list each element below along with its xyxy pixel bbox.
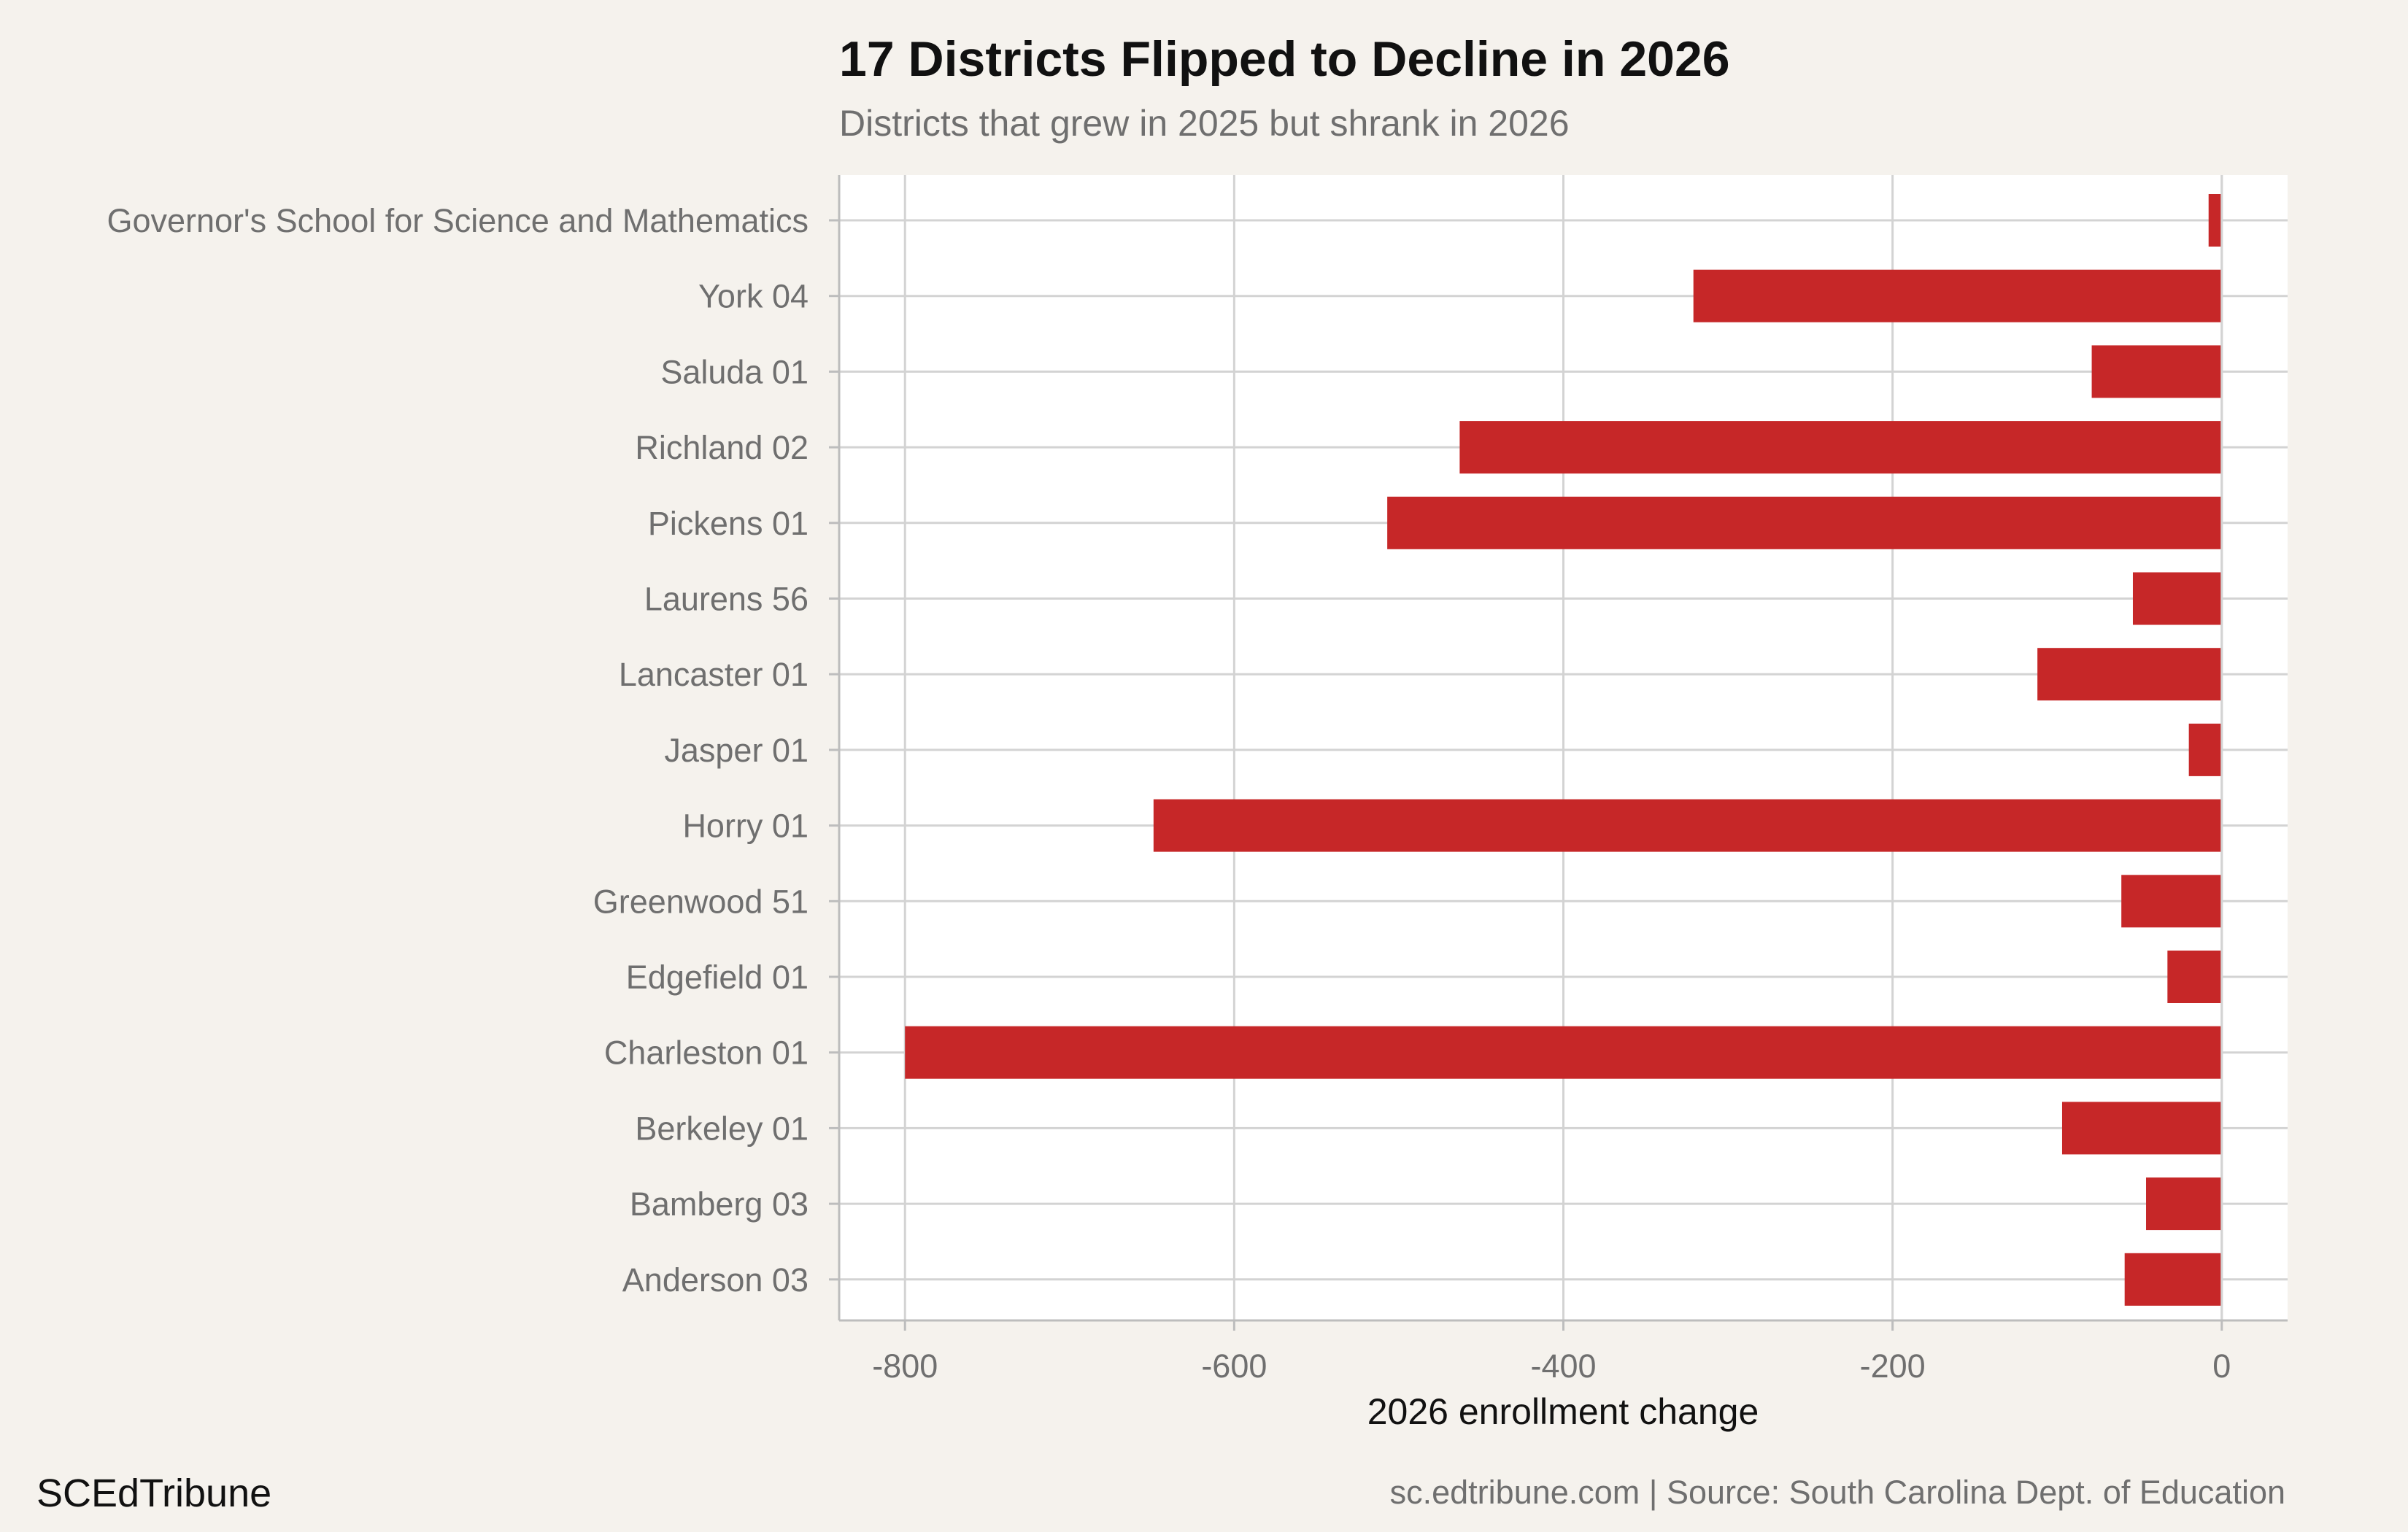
bar: [2061, 1102, 2222, 1155]
bar: [1387, 496, 2222, 549]
bar: [905, 1026, 2222, 1079]
bars: [905, 175, 2223, 1320]
category-label: Jasper 01: [664, 732, 809, 769]
x-tick-label: -800: [872, 1347, 938, 1385]
bar: [2124, 1253, 2222, 1306]
category-labels: Governor's School for Science and Mathem…: [107, 202, 809, 1299]
category-label: Pickens 01: [648, 505, 809, 542]
source-credit: sc.edtribune.com | Source: South Carolin…: [1389, 1474, 2285, 1511]
category-label: Governor's School for Science and Mathem…: [107, 202, 809, 239]
category-label: Berkeley 01: [635, 1110, 809, 1147]
category-label: Bamberg 03: [630, 1185, 809, 1223]
category-label: Saluda 01: [660, 353, 809, 390]
bar: [2037, 648, 2222, 701]
bar: [1153, 799, 2222, 852]
category-label: Lancaster 01: [619, 656, 809, 693]
x-tick-label: 0: [2212, 1347, 2231, 1385]
x-tick-labels: -800 -600 -400 -200 0: [872, 1347, 2231, 1385]
x-tick-label: -400: [1530, 1347, 1596, 1385]
bar: [2208, 194, 2222, 247]
bar: [2132, 572, 2222, 625]
bar: [2121, 875, 2222, 928]
chart-subtitle: Districts that grew in 2025 but shrank i…: [839, 103, 1570, 144]
category-label: Edgefield 01: [626, 959, 809, 996]
category-label: Laurens 56: [644, 581, 809, 618]
category-label: Charleston 01: [604, 1034, 809, 1072]
bar: [1459, 421, 2222, 474]
bar: [2146, 1177, 2222, 1231]
bar: [2188, 723, 2222, 776]
bar: [2091, 345, 2222, 398]
category-label: Anderson 03: [622, 1261, 809, 1299]
category-label: Richland 02: [635, 429, 809, 466]
x-axis-label: 2026 enrollment change: [1367, 1391, 1759, 1432]
category-label: Greenwood 51: [593, 883, 809, 920]
bar: [1693, 269, 2222, 322]
x-tick-label: -600: [1201, 1347, 1267, 1385]
x-tick-label: -200: [1860, 1347, 1926, 1385]
brand-logo-text: SCEdTribune: [36, 1471, 272, 1515]
category-label: Horry 01: [682, 808, 809, 845]
bar: [2167, 951, 2222, 1003]
chart-title: 17 Districts Flipped to Decline in 2026: [839, 31, 1730, 87]
category-label: York 04: [698, 278, 809, 315]
